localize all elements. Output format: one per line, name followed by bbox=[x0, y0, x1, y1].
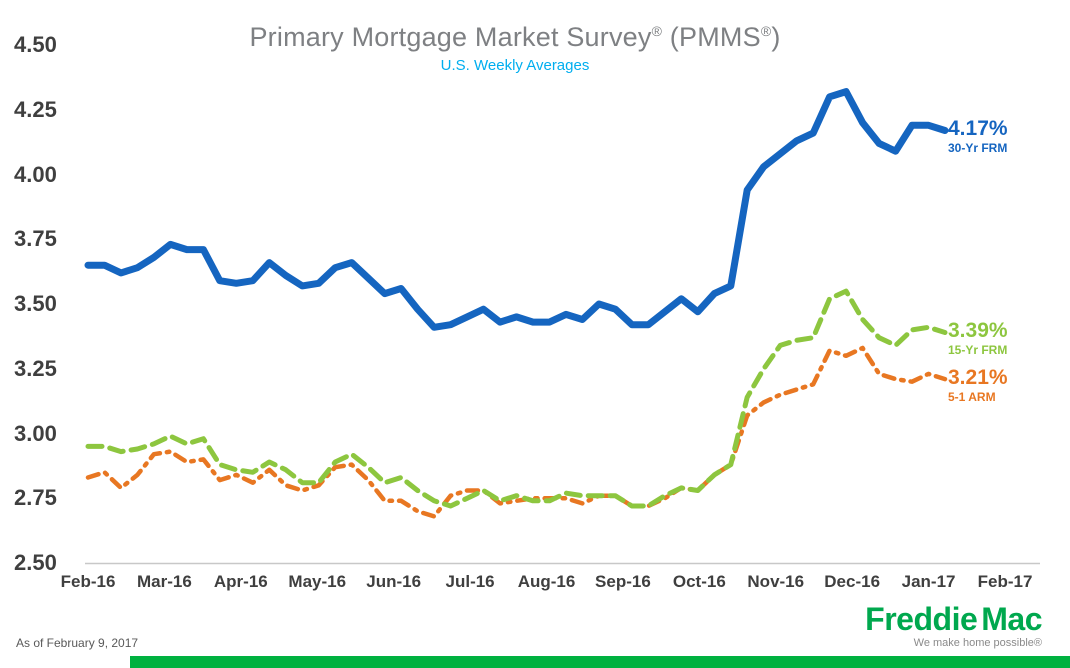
registered-mark: ® bbox=[651, 23, 663, 39]
line-5-1-arm bbox=[85, 345, 948, 519]
series-value-30yr-frm: 4.17% bbox=[948, 117, 1008, 141]
as-of-date: As of February 9, 2017 bbox=[16, 636, 139, 650]
series-value-15yr-frm: 3.39% bbox=[948, 319, 1008, 343]
freddie-mac-wordmark: Freddie Mac bbox=[865, 602, 1042, 636]
chart-title-text: Primary Mortgage Market Survey bbox=[249, 22, 652, 52]
chart-title: Primary Mortgage Market Survey® (PMMS®) bbox=[0, 22, 1030, 53]
line-15-yr-frm bbox=[85, 288, 948, 509]
chart-title-close: ) bbox=[771, 22, 781, 52]
chart-subtitle: U.S. Weekly Averages bbox=[440, 57, 590, 74]
freddie-mac-logo: Freddie Mac We make home possible® bbox=[865, 602, 1042, 649]
logo-tagline: We make home possible® bbox=[913, 637, 1042, 649]
series-name-15yr-frm: 15-Yr FRM bbox=[948, 343, 1008, 358]
registered-mark: ® bbox=[760, 23, 772, 39]
chart-header: Primary Mortgage Market Survey® (PMMS®) … bbox=[0, 22, 1030, 74]
chart-title-acronym: (PMMS bbox=[662, 22, 761, 52]
series-label-5-1-arm: 3.21% 5-1 ARM bbox=[948, 367, 1066, 403]
line-30-yr-frm bbox=[84, 88, 949, 331]
series-name-30yr-frm: 30-Yr FRM bbox=[948, 141, 1008, 156]
footer-green-bar bbox=[130, 656, 1070, 668]
logo-text-mac: Mac bbox=[981, 601, 1042, 637]
series-label-30yr-frm: 4.17% 30-Yr FRM bbox=[948, 118, 1066, 154]
series-value-5-1-arm: 3.21% bbox=[948, 366, 1008, 390]
logo-text-freddie: Freddie bbox=[865, 601, 978, 637]
series-label-15yr-frm: 3.39% 15-Yr FRM bbox=[948, 320, 1066, 356]
series-name-5-1-arm: 5-1 ARM bbox=[948, 390, 996, 405]
